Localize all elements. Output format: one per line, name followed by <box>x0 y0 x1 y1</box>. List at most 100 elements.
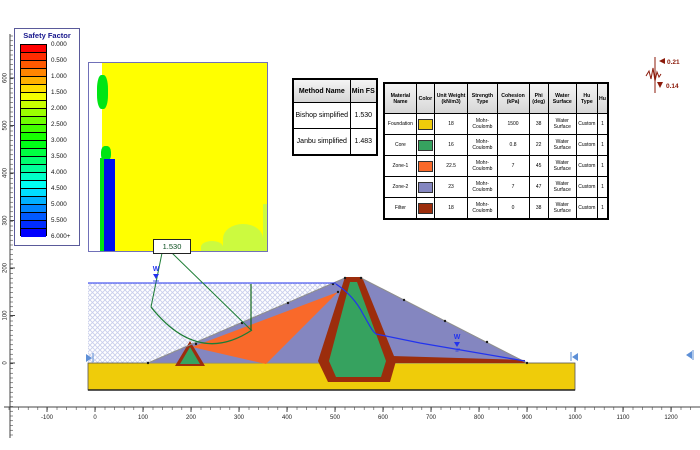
legend-value: 6.000+ <box>51 233 71 240</box>
ruler-label: 500 <box>3 120 9 131</box>
material-color-swatch <box>417 181 433 193</box>
material-color-swatch <box>417 202 433 214</box>
ruler-label: 100 <box>3 310 9 321</box>
method-min-fs: 1.483 <box>349 128 378 156</box>
contour-lightgreen-patch <box>201 241 223 251</box>
method-min-fs: 1.530 <box>349 102 378 129</box>
phreatic-line[interactable] <box>335 283 526 362</box>
material-name: Core <box>383 134 417 156</box>
min-fs-label[interactable]: 1.530 <box>153 239 191 254</box>
water-anchor-left[interactable] <box>86 353 94 362</box>
legend-band <box>21 165 46 173</box>
legend-value: 2.500 <box>51 121 67 128</box>
material-unit-weight: 16 <box>433 134 469 156</box>
legend-value: 0.000 <box>51 41 67 48</box>
ruler-label: 400 <box>282 415 293 421</box>
water-triangle-icon <box>454 342 460 347</box>
material-hu-type: Custom <box>575 197 599 220</box>
material-water-surface: Water Surface <box>547 155 577 177</box>
material-name: Foundation <box>383 113 417 135</box>
material-hu: 1 <box>596 176 609 198</box>
core-zone[interactable] <box>329 282 386 377</box>
methods-results-table[interactable]: Method Name Min FS Bishop simplified 1.53… <box>292 78 378 156</box>
legend-value: 3.000 <box>51 137 67 144</box>
legend-band <box>21 61 46 69</box>
material-color-swatch <box>417 160 433 172</box>
legend-band <box>21 45 46 53</box>
water-symbol-label: W <box>454 334 461 341</box>
ruler-label: 200 <box>186 415 197 421</box>
zone1-wedge[interactable] <box>192 292 338 364</box>
ruler-label: 400 <box>3 167 9 178</box>
material-unit-weight: 23 <box>433 176 469 198</box>
seismic-left-arrow-icon <box>659 58 665 64</box>
water-table-marker-right[interactable]: W <box>454 334 461 352</box>
ruler-label: 1000 <box>568 415 582 421</box>
ruler-label: 500 <box>330 415 341 421</box>
material-water-surface: Water Surface <box>547 176 577 198</box>
ruler-label: 1100 <box>617 415 631 421</box>
contour-lightgreen-patch <box>263 204 267 251</box>
legend-value: 0.500 <box>51 57 67 64</box>
water-anchor-far-right[interactable] <box>686 350 694 360</box>
water-triangle-icon <box>153 274 159 279</box>
seismic-load-annotation[interactable]: 0.21 0.14 <box>645 57 680 93</box>
material-phi: 47 <box>528 176 549 198</box>
safety-factor-legend[interactable]: Safety Factor 0.000 0.500 1.000 1.500 2.000 2… <box>14 28 80 246</box>
slip-surface-arc[interactable] <box>150 306 253 345</box>
legend-color-bands <box>20 44 47 237</box>
material-name: Zone-2 <box>383 176 417 198</box>
material-hu: 1 <box>596 134 609 156</box>
slip-leader-right <box>171 252 252 331</box>
legend-band <box>21 229 46 237</box>
cofferdam-core[interactable] <box>180 347 200 364</box>
contour-green-patch <box>101 146 111 161</box>
material-color-cell <box>415 134 435 156</box>
legend-band <box>21 141 46 149</box>
water-table-marker-left[interactable]: W <box>153 266 160 284</box>
reservoir-water-region[interactable] <box>88 283 333 363</box>
ruler-label: 0 <box>3 361 9 365</box>
material-strength-type: Mohr-Coulomb <box>467 155 498 177</box>
ruler-label: 800 <box>474 415 485 421</box>
material-phi: 38 <box>528 197 549 220</box>
material-hu: 1 <box>596 155 609 177</box>
material-color-cell <box>415 176 435 198</box>
material-cohesion: 7 <box>496 176 530 198</box>
ruler-label: 100 <box>138 415 149 421</box>
safety-factor-contour-map[interactable] <box>88 62 268 252</box>
material-color-swatch <box>417 139 433 151</box>
seismic-down-arrow-icon <box>657 82 663 88</box>
material-row: Zone-1 22.5 Mohr-Coulomb 7 45 Water Surf… <box>383 155 609 177</box>
material-hu: 1 <box>596 197 609 220</box>
material-hu-type: Custom <box>575 155 599 177</box>
materials-header-cell: Color <box>415 82 435 114</box>
materials-header-cell: Material Name <box>383 82 417 114</box>
materials-header-cell: Unit Weight (kN/m3) <box>433 82 469 114</box>
water-anchor-right[interactable] <box>570 352 578 361</box>
horizontal-ruler: -100 0 100 200 300 400 500 600 700 800 900 1000 1100… <box>4 406 700 421</box>
filter-blanket[interactable] <box>392 356 525 363</box>
material-strength-type: Mohr-Coulomb <box>467 197 498 220</box>
material-hu-type: Custom <box>575 176 599 198</box>
material-color-cell <box>415 197 435 220</box>
legend-band <box>21 197 46 205</box>
material-cohesion: 1500 <box>496 113 530 135</box>
seismic-squiggle-icon <box>645 67 662 82</box>
material-properties-table[interactable]: Material Name Color Unit Weight (kN/m3) Str… <box>383 82 609 220</box>
ruler-label: 600 <box>378 415 389 421</box>
contour-blue-strip <box>104 159 115 251</box>
legend-band <box>21 149 46 157</box>
legend-band <box>21 69 46 77</box>
material-hu: 1 <box>596 113 609 135</box>
slip-leader-left <box>150 252 163 308</box>
legend-band <box>21 93 46 101</box>
material-hu-type: Custom <box>575 113 599 135</box>
legend-value: 1.500 <box>51 89 67 96</box>
legend-band <box>21 157 46 165</box>
contour-lightgreen-patch <box>223 224 263 251</box>
legend-band <box>21 189 46 197</box>
legend-value: 4.000 <box>51 169 67 176</box>
